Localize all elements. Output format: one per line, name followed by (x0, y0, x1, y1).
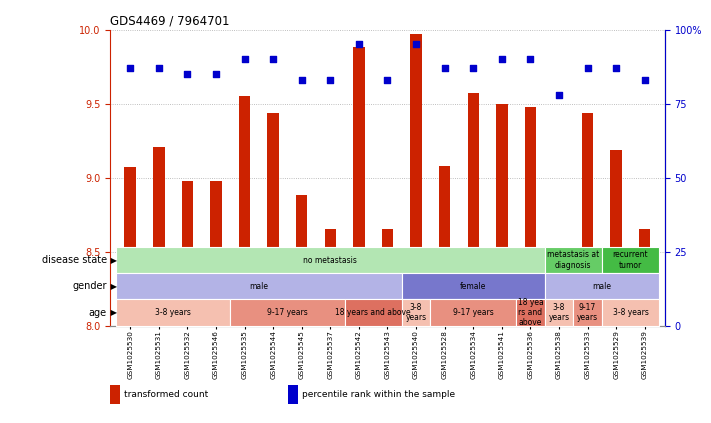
Point (267, 56, 279, 63)
Text: age: age (89, 308, 107, 318)
Text: 9-17
years: 9-17 years (577, 303, 598, 322)
Bar (116, 247, 545, 273)
Text: percentile rank within the sample: percentile rank within the sample (301, 390, 454, 399)
Point (468, 65, 479, 71)
Text: metastasis at
diagnosis: metastasis at diagnosis (547, 250, 599, 270)
Bar (239, 96, 250, 326)
Text: male: male (250, 282, 268, 291)
Bar (525, 107, 536, 326)
Bar (267, 113, 279, 326)
Text: female: female (460, 282, 486, 291)
Point (239, 56, 250, 63)
Text: ▶: ▶ (108, 308, 117, 317)
Bar (430, 299, 516, 326)
Bar (545, 299, 573, 326)
Bar (602, 299, 659, 326)
Point (182, 71, 193, 77)
Bar (516, 299, 545, 326)
Text: 18 yea
rs and
above: 18 yea rs and above (518, 298, 543, 327)
Bar (110, 385, 120, 404)
Bar (402, 299, 430, 326)
Bar (496, 104, 508, 326)
Text: 18 years and above: 18 years and above (336, 308, 411, 317)
Point (353, 41, 365, 48)
Text: ▶: ▶ (108, 255, 117, 265)
Bar (545, 247, 602, 273)
Bar (182, 181, 193, 326)
Bar (153, 146, 164, 326)
Bar (296, 195, 307, 326)
Point (296, 77, 307, 83)
Point (124, 65, 136, 71)
Bar (545, 273, 659, 299)
Bar (124, 168, 136, 326)
Bar (230, 299, 345, 326)
Bar (382, 229, 393, 326)
Text: transformed count: transformed count (124, 390, 208, 399)
Bar (582, 113, 593, 326)
Text: ▶: ▶ (108, 282, 117, 291)
Bar (573, 299, 602, 326)
Text: 9-17 years: 9-17 years (267, 308, 308, 317)
Text: 9-17 years: 9-17 years (453, 308, 493, 317)
Bar (439, 166, 450, 326)
Bar (325, 229, 336, 326)
Point (553, 91, 565, 98)
Bar (602, 247, 659, 273)
Bar (288, 385, 298, 404)
Point (611, 65, 622, 71)
Text: gender: gender (72, 281, 107, 291)
Text: male: male (592, 282, 611, 291)
Bar (345, 299, 402, 326)
Bar (116, 273, 402, 299)
Bar (402, 273, 545, 299)
Point (525, 56, 536, 63)
Bar (611, 150, 622, 326)
Bar (468, 93, 479, 326)
Text: 3-8 years: 3-8 years (613, 308, 648, 317)
Point (410, 41, 422, 48)
Point (382, 77, 393, 83)
Bar (639, 229, 651, 326)
Text: disease state: disease state (41, 255, 107, 265)
Text: recurrent
tumor: recurrent tumor (613, 250, 648, 270)
Point (439, 65, 450, 71)
Text: 3-8
years: 3-8 years (548, 303, 570, 322)
Bar (553, 283, 565, 326)
Point (639, 77, 651, 83)
Bar (353, 47, 365, 326)
Bar (210, 181, 222, 326)
Point (325, 77, 336, 83)
Text: 3-8
years: 3-8 years (405, 303, 427, 322)
Point (582, 65, 593, 71)
Point (210, 71, 222, 77)
Text: no metastasis: no metastasis (304, 255, 357, 265)
Text: GDS4469 / 7964701: GDS4469 / 7964701 (110, 14, 230, 27)
Bar (410, 34, 422, 326)
Bar (116, 299, 230, 326)
Point (496, 56, 508, 63)
Point (153, 65, 164, 71)
Text: 3-8 years: 3-8 years (155, 308, 191, 317)
